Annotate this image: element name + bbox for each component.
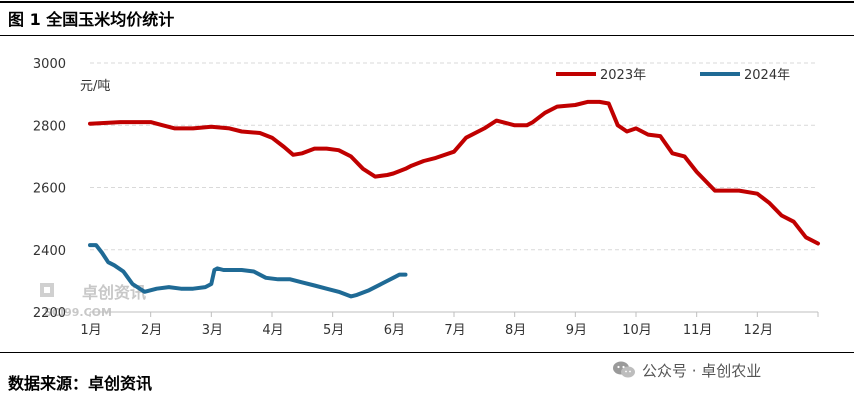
- wechat-watermark: 公众号 · 卓创农业: [612, 358, 761, 382]
- x-tick-label-1: 1月: [80, 323, 101, 338]
- x-tick-label-3: 3月: [202, 323, 223, 338]
- bottom-rule: [0, 352, 854, 353]
- legend-label-2024: 2024年: [744, 68, 790, 83]
- x-tick-label-7: 7月: [444, 323, 465, 338]
- y-tick-label-2600: 2600: [33, 182, 66, 197]
- y-tick-label-3000: 3000: [33, 57, 66, 72]
- x-tick-label-2: 2月: [141, 323, 162, 338]
- watermark-text-en: SCI99.COM: [44, 306, 112, 319]
- x-tick-label-11: 11月: [683, 323, 713, 338]
- wechat-label: 公众号 · 卓创农业: [642, 361, 762, 380]
- legend-label-2023: 2023年: [600, 68, 646, 83]
- x-tick-label-5: 5月: [323, 323, 344, 338]
- x-tick-label-6: 6月: [384, 323, 405, 338]
- series-lines: [88, 99, 820, 299]
- x-tick-label-8: 8月: [505, 323, 526, 338]
- y-tick-label-2400: 2400: [33, 244, 66, 259]
- y-tick-label-2800: 2800: [33, 119, 66, 134]
- x-tick-label-10: 10月: [622, 323, 652, 338]
- y-axis: 2200 2400 2600 2800 3000: [33, 57, 66, 321]
- x-tick-label-12: 12月: [744, 323, 774, 338]
- wechat-icon: [613, 361, 635, 378]
- x-axis: 1月 2月 3月 4月 5月 6月 7月 8月 9月 10月 11月 12月: [80, 312, 819, 338]
- top-rule: [0, 1, 854, 3]
- x-tick-label-4: 4月: [262, 323, 283, 338]
- y-axis-label: 元/吨: [80, 79, 110, 94]
- x-tick-label-9: 9月: [566, 323, 587, 338]
- figure-title: 图 1 全国玉米均价统计: [8, 10, 175, 29]
- grid: [90, 62, 818, 251]
- series-line-2023: [88, 99, 820, 246]
- watermark-text-cn: 卓创资讯: [82, 283, 146, 302]
- watermark: 卓创资讯 SCI99.COM: [40, 283, 146, 319]
- y-tick-label-2200: 2200: [33, 306, 66, 321]
- watermark-logo-icon-inner: [44, 287, 50, 293]
- series-line-2024: [88, 243, 408, 299]
- title-rule: [0, 35, 854, 36]
- source-note: 数据来源：卓创资讯: [8, 374, 153, 393]
- legend: 2023年 2024年: [556, 68, 790, 83]
